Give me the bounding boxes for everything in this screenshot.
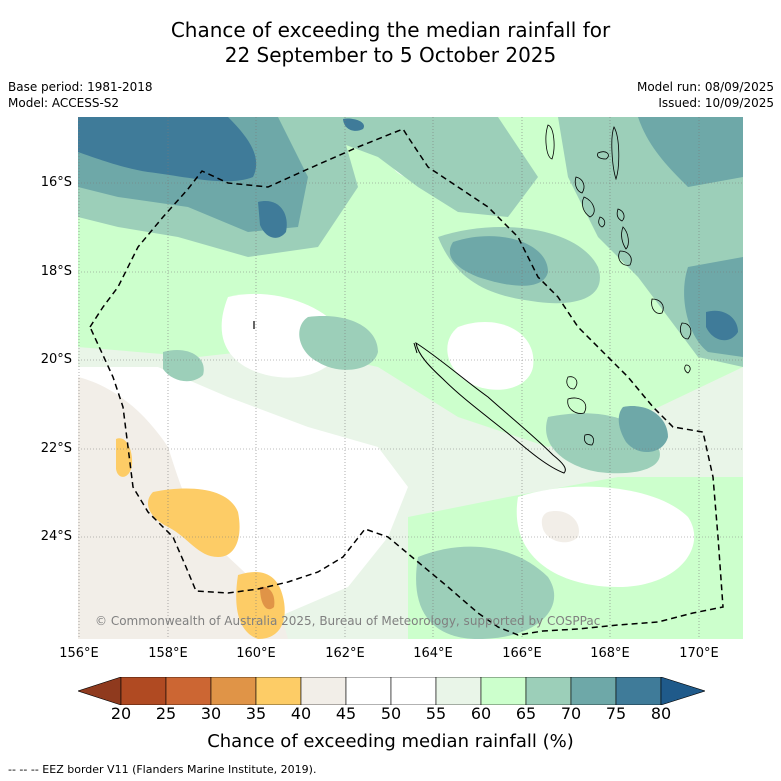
field-65-70-centerwest: [299, 316, 378, 370]
colorbar-tick-label: 35: [245, 704, 267, 723]
colorbar-cells: [120, 677, 662, 705]
colorbar-arrow-high: [660, 677, 705, 705]
vanuatu-islands: [545, 124, 692, 374]
map-title: Chance of exceeding the median rainfall …: [0, 18, 781, 68]
lat-label-22s: 22°S: [40, 441, 72, 456]
lat-label-20s: 20°S: [40, 352, 72, 367]
colorbar-tick-label: 55: [425, 704, 447, 723]
issued-text: Issued: 10/09/2025: [658, 96, 774, 110]
map-canvas[interactable]: [78, 117, 743, 639]
loyalty-island-3: [584, 434, 594, 446]
colorbar-cell: [300, 677, 347, 705]
colorbar-tick-label: 40: [290, 704, 312, 723]
field-70-75-northeast: [638, 117, 743, 187]
meta-right: Model run: 08/09/2025 Issued: 10/09/2025: [637, 79, 774, 111]
colorbar-tick-label: 20: [110, 704, 132, 723]
eez-footnote: -- -- -- EEZ border V11 (Flanders Marine…: [8, 763, 317, 776]
lon-label-164e: 164°E: [413, 646, 453, 661]
colorbar: [78, 677, 705, 705]
colorbar-cell: [525, 677, 572, 705]
field-white-newcaledonia: [447, 321, 534, 390]
colorbar-cell: [165, 677, 212, 705]
loyalty-island-1: [566, 376, 578, 390]
colorbar-tick-label: 50: [380, 704, 402, 723]
colorbar-cell: [120, 677, 167, 705]
base-period-text: Base period: 1981-2018: [8, 80, 153, 94]
meta-left: Base period: 1981-2018 Model: ACCESS-S2: [8, 79, 153, 111]
field-40-45-east: [541, 511, 579, 543]
colorbar-cell: [570, 677, 617, 705]
colorbar-tick-label: 60: [470, 704, 492, 723]
field-30-35-south: [260, 586, 275, 610]
field-65-70-south: [416, 546, 555, 639]
colorbar-tick-label: 30: [200, 704, 222, 723]
lon-label-158e: 158°E: [148, 646, 188, 661]
field-75-80-northwest: [78, 117, 257, 182]
lon-label-170e: 170°E: [679, 646, 719, 661]
colorbar-cell: [390, 677, 437, 705]
lon-label-160e: 160°E: [236, 646, 276, 661]
colorbar-cell: [210, 677, 257, 705]
colorbar-tick-label: 45: [335, 704, 357, 723]
map-svg: [78, 117, 743, 639]
colorbar-tick-label: 25: [155, 704, 177, 723]
colorbar-tick-label: 70: [560, 704, 582, 723]
colorbar-tick-label: 80: [650, 704, 672, 723]
colorbar-tick-label: 75: [605, 704, 627, 723]
colorbar-arrow-low: [78, 677, 122, 705]
field-75-80-small-north: [343, 118, 364, 131]
lat-label-18s: 18°S: [40, 264, 72, 279]
colorbar-cell: [480, 677, 527, 705]
colorbar-tick-label: 65: [515, 704, 537, 723]
lon-label-156e: 156°E: [59, 646, 99, 661]
lon-label-162e: 162°E: [325, 646, 365, 661]
copyright-text: © Commonwealth of Australia 2025, Bureau…: [95, 614, 601, 628]
colorbar-title: Chance of exceeding median rainfall (%): [207, 731, 574, 752]
field-75-80-small-west: [258, 201, 287, 238]
colorbar-cell: [345, 677, 392, 705]
colorbar-cell: [615, 677, 662, 705]
field-65-70-north: [273, 117, 538, 217]
lat-label-24s: 24°S: [40, 529, 72, 544]
lon-label-168e: 168°E: [590, 646, 630, 661]
new-caledonia-island: [415, 341, 566, 474]
title-line-2: 22 September to 5 October 2025: [224, 43, 557, 67]
field-35-40-mid: [148, 488, 240, 557]
field-35-40-south: [236, 571, 285, 639]
colorbar-cell: [255, 677, 302, 705]
field-75-80-east: [706, 310, 738, 341]
model-run-text: Model run: 08/09/2025: [636, 80, 774, 94]
field-70-75-southeast: [618, 406, 668, 453]
map-graticule: [78, 117, 743, 639]
belep-island: [413, 342, 418, 354]
eez-border: [89, 128, 724, 636]
title-line-1: Chance of exceeding the median rainfall …: [170, 18, 611, 42]
lon-label-166e: 166°E: [502, 646, 542, 661]
field-65-70-west: [163, 349, 204, 382]
lat-label-16s: 16°S: [40, 175, 72, 190]
model-text: Model: ACCESS-S2: [8, 96, 120, 110]
colorbar-cell: [435, 677, 482, 705]
loyalty-island-2: [567, 397, 587, 414]
